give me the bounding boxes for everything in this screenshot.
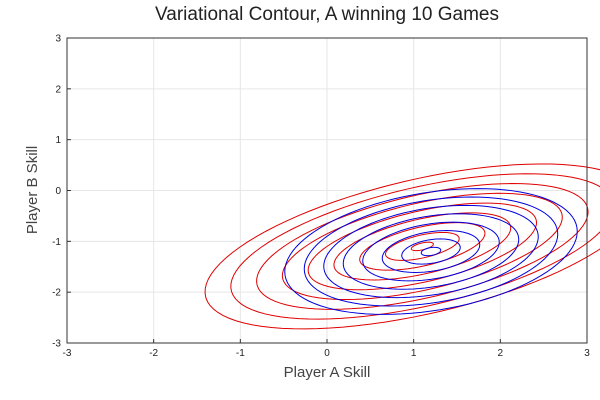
x-tick-label: -2 [149, 348, 158, 359]
contour-line-series-0 [333, 212, 512, 281]
contour-line-series-0 [230, 173, 600, 320]
chart-title: Variational Contour, A winning 10 Games [155, 4, 499, 25]
contour-line-series-1 [401, 238, 461, 265]
contour-line-series-1 [381, 230, 481, 273]
y-tick-label: 2 [55, 84, 61, 95]
x-tick-label: 0 [324, 348, 330, 359]
y-tick-label: 1 [55, 135, 61, 146]
contour-line-series-0 [256, 183, 589, 310]
contour-line-series-1 [342, 213, 520, 290]
y-tick-label: 0 [55, 186, 61, 197]
x-axis-label: Player A Skill [284, 364, 371, 381]
y-tick-label: -2 [52, 288, 61, 299]
plot-frame [66, 37, 588, 344]
contour-line-series-1 [303, 196, 559, 307]
contour-line-series-0 [281, 192, 563, 301]
x-tick-label: 3 [584, 348, 590, 359]
y-tick-label: -1 [52, 237, 61, 248]
contour-line-series-0 [385, 231, 460, 261]
contour-line-series-1 [420, 246, 442, 257]
contour-lines [204, 163, 600, 330]
x-tick-label: -3 [63, 348, 72, 359]
y-tick-labels: -3 -2 -1 0 1 2 3 [52, 34, 61, 350]
x-tick-label: 1 [411, 348, 417, 359]
x-tick-labels: -3 -2 -1 0 1 2 3 [63, 348, 591, 359]
y-axis-label: Player B Skill [24, 146, 41, 234]
contour-line-series-1 [362, 221, 500, 282]
x-tick-label: 2 [498, 348, 504, 359]
contour-line-series-0 [359, 222, 486, 271]
contour-line-series-1 [284, 188, 578, 315]
contour-line-series-0 [204, 163, 600, 330]
y-tick-label: 3 [55, 34, 61, 45]
y-tick-label: -3 [52, 339, 61, 350]
x-tick-label: -1 [236, 348, 245, 359]
contour-line-series-0 [307, 202, 537, 291]
contour-line-series-1 [323, 204, 539, 299]
